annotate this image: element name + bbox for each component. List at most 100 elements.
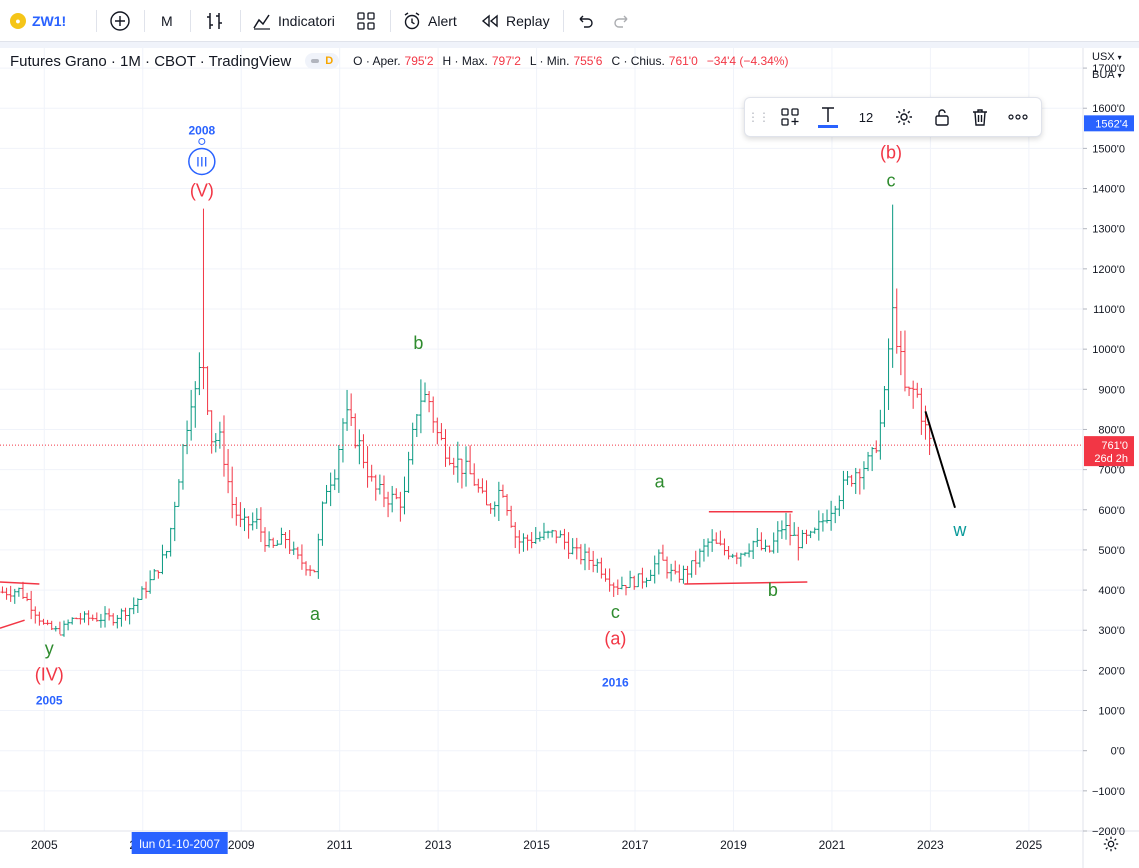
ohlc-bar	[677, 564, 682, 583]
ohlc-bar	[427, 391, 432, 413]
replay-rewind-icon	[481, 14, 498, 28]
unlock-icon[interactable]	[923, 97, 961, 137]
ohlc-bar	[176, 479, 181, 507]
ohlc-bar	[275, 540, 280, 546]
layout-grid-icon[interactable]	[356, 6, 376, 36]
ohlc-bar	[12, 588, 17, 604]
indicators-button[interactable]: Indicatori	[252, 6, 335, 36]
ohlc-bar	[554, 530, 559, 544]
ohlc-bar	[66, 619, 71, 631]
close-value: 761'0	[668, 54, 698, 68]
ohlc-bar	[726, 546, 731, 560]
compare-add-icon[interactable]	[108, 6, 132, 36]
ohlc-bar	[258, 507, 263, 543]
ohlc-bar	[443, 429, 448, 467]
wave-label: (V)	[190, 181, 214, 201]
ohlc-bar	[349, 393, 354, 426]
gear-icon[interactable]	[885, 97, 923, 137]
ohlc-bar	[353, 413, 358, 449]
ohlc-bar	[525, 534, 530, 551]
ohlc-bar	[644, 577, 649, 588]
price-tick-label: 200'0	[1098, 665, 1125, 677]
ohlc-bar	[816, 510, 821, 541]
wave-label: a	[655, 472, 666, 492]
chart-settings-gear-icon[interactable]	[1102, 835, 1120, 858]
ohlc-bar	[230, 466, 235, 519]
ohlc-bar	[53, 625, 58, 632]
ohlc-bar	[537, 531, 542, 542]
bar-style-icon[interactable]	[204, 6, 226, 36]
ohlc-bar	[599, 557, 604, 579]
font-size-selector[interactable]: 12	[858, 109, 874, 125]
ohlc-bar	[624, 584, 629, 596]
crosshair-time-badge	[131, 832, 228, 854]
symbol-button[interactable]: ● ZW1!	[6, 6, 74, 36]
ohlc-bar	[915, 382, 920, 398]
unit-selector[interactable]: BUA ▾	[1092, 66, 1132, 84]
open-value: 795'2	[404, 54, 434, 68]
alert-button[interactable]: Alert	[402, 6, 457, 36]
price-tick-label: 1500'0	[1092, 143, 1125, 155]
ohlc-bar	[533, 527, 538, 544]
more-options-icon[interactable]	[999, 97, 1037, 137]
ohlc-bar	[718, 530, 723, 546]
ohlc-bar	[582, 543, 587, 571]
wave-label: c	[887, 171, 896, 191]
ohlc-bar	[570, 538, 575, 555]
ohlc-bar	[788, 513, 793, 546]
ohlc-bar	[710, 529, 715, 552]
ohlc-bar	[324, 484, 329, 504]
ohlc-bar	[665, 556, 670, 579]
ohlc-bar	[911, 380, 916, 409]
ohlc-bar	[857, 468, 862, 495]
ohlc-bar	[0, 586, 5, 594]
ohlc-bar	[316, 533, 321, 579]
ohlc-bar	[574, 537, 579, 560]
ohlc-bar	[180, 443, 185, 490]
ohlc-bar	[509, 505, 514, 528]
ohlc-bar	[82, 611, 87, 623]
ohlc-bar	[767, 545, 772, 553]
forecast-line	[924, 411, 956, 509]
ohlc-bar	[648, 569, 653, 581]
ohlc-bar	[402, 476, 407, 515]
interval-button[interactable]: M	[161, 6, 173, 36]
wave-label: b	[768, 580, 778, 600]
text-color-icon[interactable]	[809, 97, 847, 137]
ohlc-bar	[250, 512, 255, 531]
price-tick-label: 400'0	[1098, 585, 1125, 597]
drag-handle-icon[interactable]: ⋮⋮	[747, 110, 770, 124]
ohlc-bar	[747, 543, 752, 558]
symbol-label: ZW1!	[32, 13, 67, 29]
ohlc-bar	[41, 618, 46, 625]
ohlc-bar	[902, 330, 907, 392]
ohlc-bar	[861, 461, 866, 490]
ohlc-bar	[894, 288, 899, 354]
ohlc-bar	[771, 532, 776, 554]
template-add-icon[interactable]	[771, 97, 809, 137]
wave-label: (a)	[604, 628, 626, 648]
ohlc-bar	[870, 447, 875, 472]
ohlc-bar	[812, 527, 817, 534]
ohlc-bar	[492, 501, 497, 517]
redo-icon[interactable]	[612, 6, 632, 36]
replay-button[interactable]: Replay	[480, 6, 550, 36]
ohlc-bar	[320, 501, 325, 546]
currency-selector[interactable]: USX ▾	[1092, 48, 1132, 66]
ohlc-bar	[755, 527, 760, 547]
undo-icon[interactable]	[575, 6, 595, 36]
low-value: 755'6	[573, 54, 603, 68]
ohlc-bar	[742, 552, 747, 557]
ohlc-bar	[825, 509, 830, 524]
time-tick-label: 2005	[31, 838, 58, 852]
ohlc-bar	[45, 619, 50, 626]
ohlc-bar	[197, 352, 202, 396]
trash-icon[interactable]	[961, 97, 999, 137]
price-tick-label: 500'0	[1098, 545, 1125, 557]
data-status-badge[interactable]: D	[305, 53, 340, 69]
crosshair-price-label: 1562'4	[1095, 118, 1128, 130]
ohlc-bar	[607, 568, 612, 592]
ohlc-bar	[459, 458, 464, 489]
ohlc-bar	[90, 614, 95, 621]
